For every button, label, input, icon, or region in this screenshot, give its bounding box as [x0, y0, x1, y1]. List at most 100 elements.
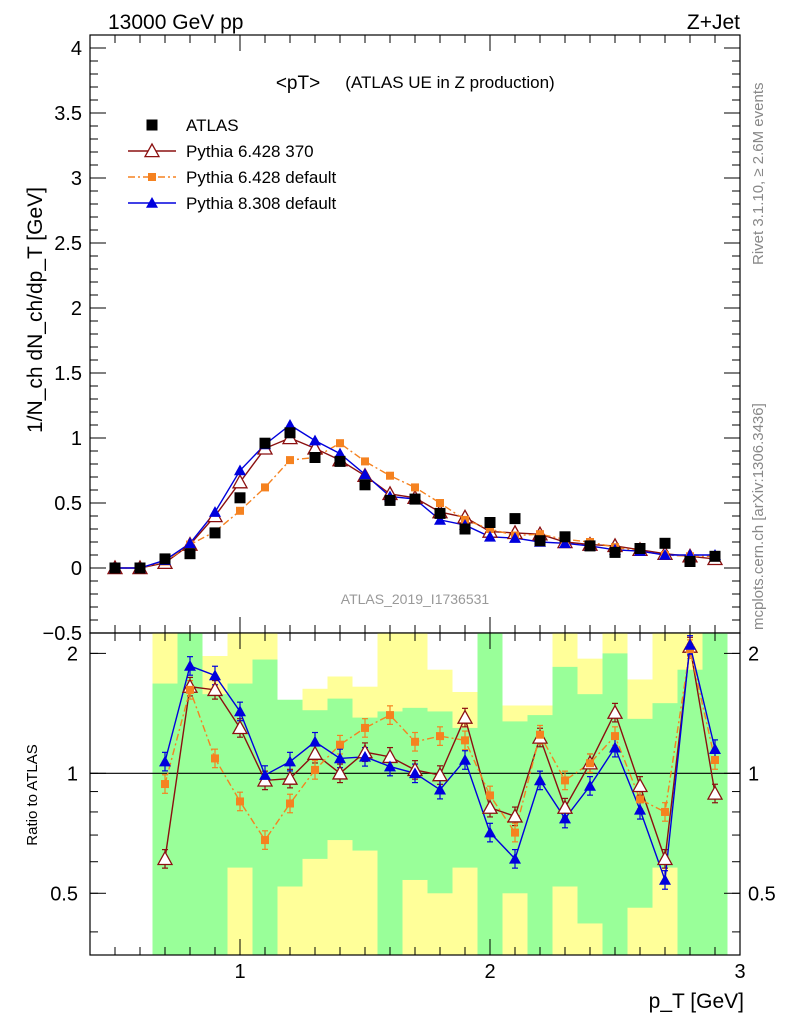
ratio-point — [236, 797, 244, 806]
data-point — [709, 550, 721, 562]
ratio-point — [211, 754, 219, 763]
ratio-point — [461, 736, 469, 745]
ratio-point — [656, 850, 674, 866]
ratio-point — [559, 812, 571, 824]
ratio-point — [184, 659, 196, 671]
ratio-point — [386, 711, 394, 720]
ratio-point — [259, 769, 271, 780]
ratio-point — [409, 767, 421, 779]
ratio-point — [459, 754, 471, 765]
data-point — [359, 479, 371, 491]
ratio-point — [234, 705, 246, 717]
data-point — [434, 513, 446, 525]
data-point — [309, 434, 321, 446]
data-point — [484, 517, 496, 528]
band-green — [152, 683, 178, 955]
ratio-point — [261, 836, 269, 845]
data-point — [361, 457, 369, 466]
mcplots-label: mcplots.cern.ch [arXiv:1306.3436] — [750, 403, 767, 630]
ratio-point — [609, 741, 621, 753]
ratio-panel-frame — [89, 632, 741, 956]
ratio-point — [481, 799, 499, 814]
band-green — [202, 694, 228, 955]
data-point — [559, 537, 571, 549]
ratio-point — [434, 783, 446, 795]
ratio-point — [186, 685, 194, 694]
data-point — [284, 419, 296, 430]
ratio-point — [336, 740, 344, 749]
ratio-point — [684, 638, 696, 650]
band-green — [527, 715, 553, 955]
data-point — [284, 427, 296, 439]
band-green — [577, 694, 603, 924]
data-point — [334, 447, 346, 459]
ratio-point — [661, 807, 669, 816]
band-green — [252, 659, 278, 955]
data-point — [236, 506, 244, 515]
data-point — [559, 531, 571, 543]
data-point — [336, 439, 344, 448]
ratio-point — [636, 795, 644, 804]
ratio-tick-label-right: 1 — [748, 763, 759, 785]
data-point — [234, 464, 246, 476]
ratio-point — [286, 799, 294, 808]
legend-marker — [146, 119, 158, 131]
data-point — [434, 507, 446, 519]
data-point — [261, 483, 269, 492]
legend-entry: Pythia 6.428 default — [186, 168, 337, 187]
data-point — [184, 548, 196, 560]
data-point — [209, 527, 221, 539]
ratio-point — [311, 765, 319, 774]
ratio-point — [361, 723, 369, 732]
ratio-point — [536, 730, 544, 739]
ratio-point — [534, 774, 546, 786]
analysis-label: ATLAS_2019_I1736531 — [341, 591, 490, 607]
data-point — [634, 543, 646, 554]
y-axis-label: 1/N_ch dN_ch/dp_T [GeV] — [24, 187, 47, 433]
data-point — [459, 523, 471, 535]
ratio-tick-label-right: 0.5 — [748, 883, 776, 905]
data-point — [484, 530, 496, 542]
process-label: Z+Jet — [687, 11, 740, 34]
energy-label: 13000 GeV pp — [108, 11, 243, 34]
ratio-point — [486, 791, 494, 800]
ratio-tick-label-right: 2 — [748, 643, 759, 665]
chart-title: <pT> — [276, 73, 320, 94]
data-point — [684, 556, 696, 567]
y-tick-label: 0.5 — [54, 493, 82, 515]
band-green — [352, 717, 378, 851]
ratio-point — [306, 745, 324, 760]
ratio-point — [161, 780, 169, 789]
data-point — [534, 535, 546, 547]
ratio-point — [281, 770, 299, 785]
chart-subtitle: (ATLAS UE in Z production) — [345, 73, 554, 92]
ratio-point — [584, 779, 596, 791]
y-tick-label: −0.5 — [43, 623, 82, 645]
data-point — [659, 537, 671, 549]
ratio-point — [711, 756, 719, 765]
data-point — [386, 471, 394, 480]
data-point — [334, 455, 346, 467]
data-point — [409, 493, 421, 505]
data-point — [231, 473, 249, 489]
main-panel-data — [106, 419, 724, 575]
ratio-point — [159, 755, 171, 767]
ratio-point — [359, 750, 371, 762]
ratio-point — [586, 759, 594, 768]
ratio-point — [634, 803, 646, 815]
ratio-point — [456, 709, 474, 724]
x-tick-label: 2 — [484, 961, 495, 983]
x-axis-label: p_T [GeV] — [649, 990, 744, 1013]
ratio-point — [384, 760, 396, 772]
ratio-point — [411, 737, 419, 746]
ratio-tick-label: 2 — [67, 643, 78, 665]
ratio-tick-label: 1 — [67, 763, 78, 785]
data-point — [109, 562, 121, 574]
data-point — [209, 506, 221, 517]
legend-marker — [148, 173, 156, 181]
y-tick-label: 1.5 — [54, 363, 82, 385]
data-point — [184, 537, 196, 549]
data-point — [359, 468, 371, 480]
ratio-panel-data — [156, 635, 724, 890]
